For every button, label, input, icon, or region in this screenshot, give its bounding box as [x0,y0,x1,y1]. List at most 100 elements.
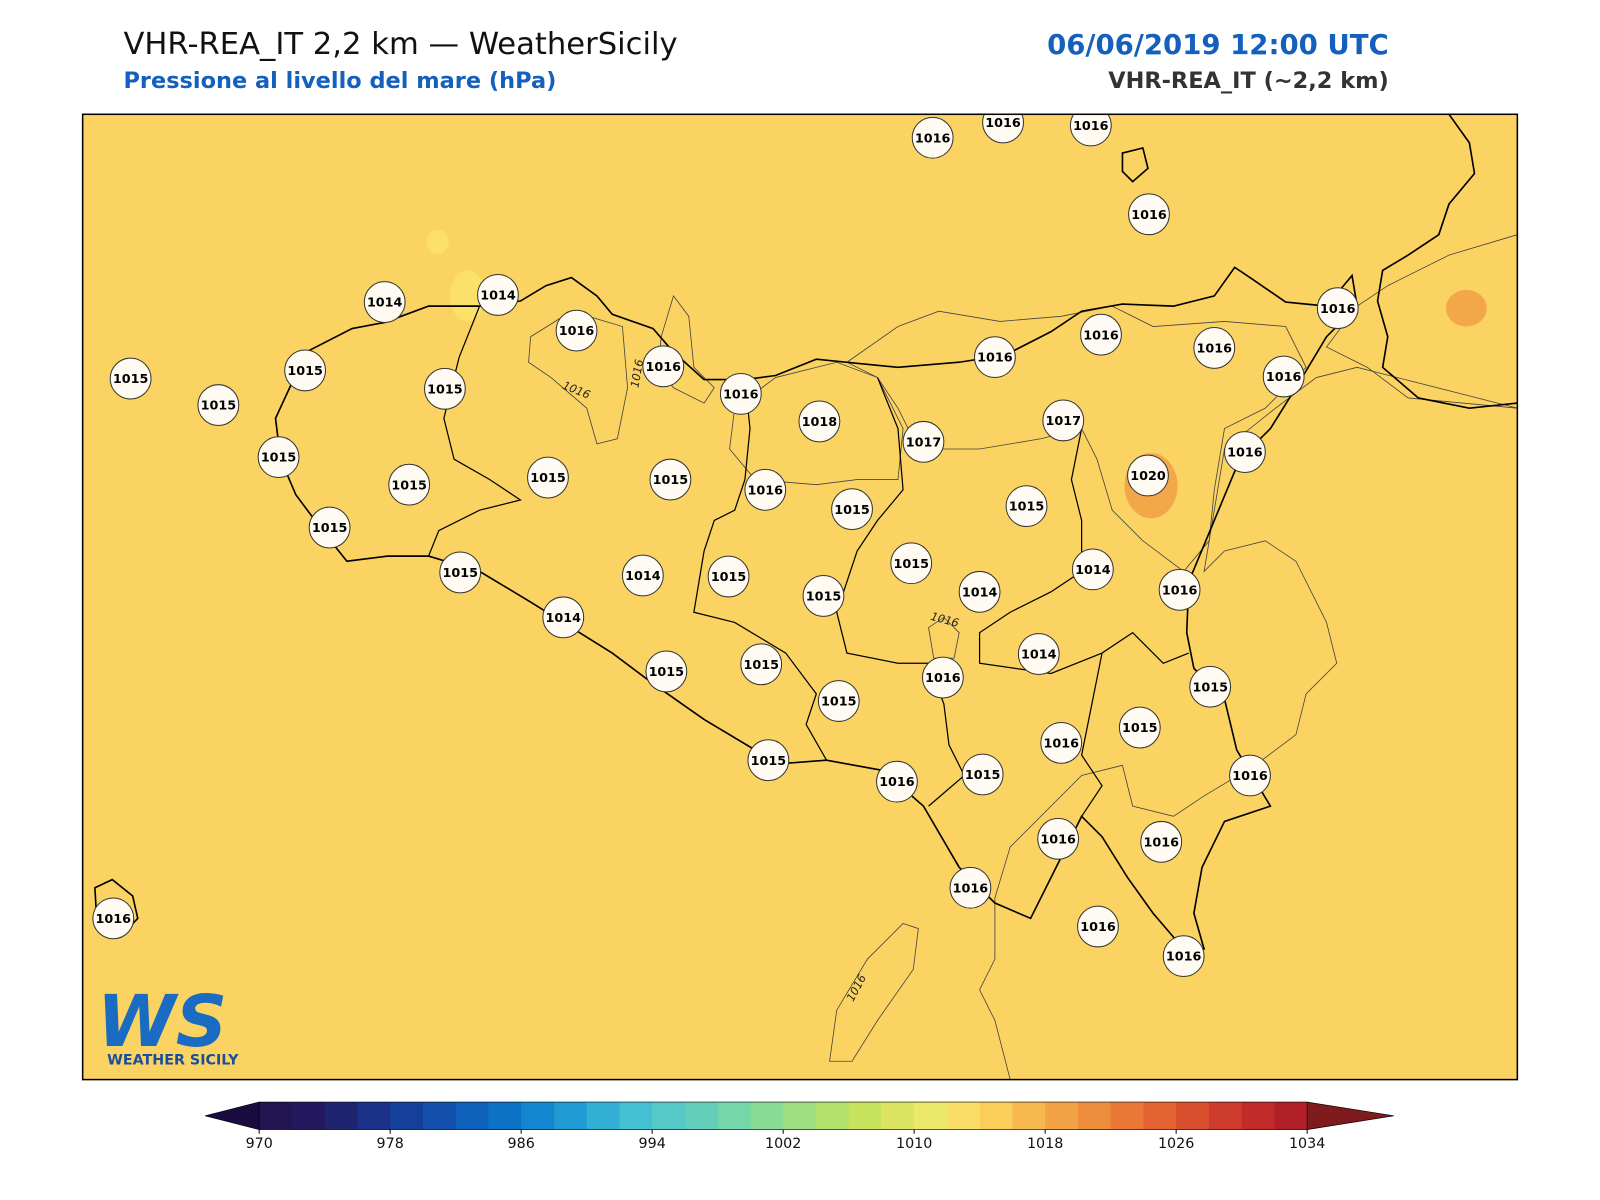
station-value: 1016 [977,351,1013,366]
station: 1016 [1069,114,1112,147]
station: 1016 [744,468,787,511]
colorbar-segment [717,1102,751,1130]
subtitle: Pressione al livello del mare (hPa) [123,68,556,94]
station-marker [747,739,790,782]
station-marker [1037,817,1080,860]
colorbar-segment [422,1102,457,1130]
station: 1014 [363,281,406,323]
station-marker [921,656,964,699]
station-value: 1015 [743,658,778,673]
station-value: 1016 [1080,920,1116,935]
station-marker [802,575,845,617]
station: 1014 [958,570,1001,613]
station: 1016 [642,345,685,388]
station-marker [92,897,135,940]
station-marker [1071,548,1114,591]
map-background [82,114,1518,1080]
station-marker [1316,287,1359,330]
colorbar-segment [914,1102,948,1130]
station-value: 1015 [711,570,747,585]
colorbar-segment [259,1102,293,1130]
station-value: 1014 [1075,563,1111,578]
station: 1014 [1071,548,1114,591]
station-marker [973,336,1016,379]
pressure-area [426,229,449,255]
station: 1020 [1127,454,1169,497]
station-marker [740,643,783,686]
pressure-area [1445,289,1487,327]
station-value: 1015 [113,372,148,387]
logo: WS WEATHER SICILY [97,980,239,1068]
logo-mark: WS [97,980,227,1063]
province-border [978,428,1190,675]
station-value: 1014 [367,296,403,311]
colorbar-segment [521,1102,555,1130]
station: 1015 [961,753,1004,796]
pressure-area [528,310,628,445]
station: 1016 [982,114,1024,144]
station-marker [388,463,431,506]
pressure-area [846,305,1307,572]
station-marker [555,309,598,352]
station-value: 1015 [427,382,463,397]
station-value: 1015 [1009,500,1045,515]
colorbar-segment [357,1102,391,1130]
station-marker [1080,313,1122,356]
colorbar-segment [881,1102,915,1130]
station-marker [982,114,1024,144]
station: 1016 [1158,568,1201,611]
station-marker [1140,820,1183,863]
station: 1016 [1316,287,1359,330]
station: 1016 [911,116,954,159]
station-value: 1015 [261,451,297,466]
station-marker [958,570,1001,613]
station-marker [890,542,933,585]
colorbar-segment [1110,1102,1144,1130]
colorbar-segment [1077,1102,1112,1130]
station: 1016 [1193,327,1236,369]
station: 1016 [1128,193,1170,236]
station-value: 1017 [906,435,942,450]
colorbar-segment [1208,1102,1243,1130]
station-marker [439,551,482,594]
colorbar-segment [619,1102,653,1130]
station-value: 1015 [806,590,842,605]
station: 1015 [740,643,783,686]
station-value: 1014 [480,288,516,303]
station: 1016 [555,309,598,352]
station-value: 1015 [391,478,427,493]
station: 1015 [388,463,431,506]
station: 1014 [542,596,585,639]
colorbar-tick-label: 1026 [1158,1136,1194,1152]
station-marker [257,436,300,479]
colorbar-under [205,1101,260,1130]
station: 1015 [109,357,152,400]
station: 1015 [707,555,750,598]
station-marker [798,400,841,443]
date: 06/06/2019 12:00 UTC [1047,29,1389,61]
colorbar-tick-label: 1034 [1289,1136,1325,1152]
station-value: 1016 [1073,119,1109,134]
station-value: 1015 [893,557,928,572]
station-marker [1077,905,1119,948]
station-marker [1162,935,1205,978]
station-value: 1016 [1166,950,1202,965]
station-value: 1014 [625,569,661,584]
station: 1015 [308,506,351,549]
colorbar-segment [586,1102,620,1130]
station-value: 1016 [1162,583,1198,598]
station: 1015 [439,551,482,594]
pressure-area [1325,234,1518,409]
stations: 1016 1016 1016 1016 1014 1014 1016 1016 1016 1016… [92,114,1359,978]
station: 1015 [423,367,466,410]
station-marker [817,680,860,722]
station-marker [1042,399,1085,442]
coastline [1376,114,1518,409]
station-value: 1016 [559,324,595,339]
station-value: 1015 [312,521,348,536]
colorbar-segment [848,1102,882,1130]
title: VHR-REA_IT 2,2 km — WeatherSicily [123,27,677,62]
station-value: 1015 [530,471,566,486]
pressure-area [450,270,485,322]
station-value: 1015 [1122,721,1158,736]
